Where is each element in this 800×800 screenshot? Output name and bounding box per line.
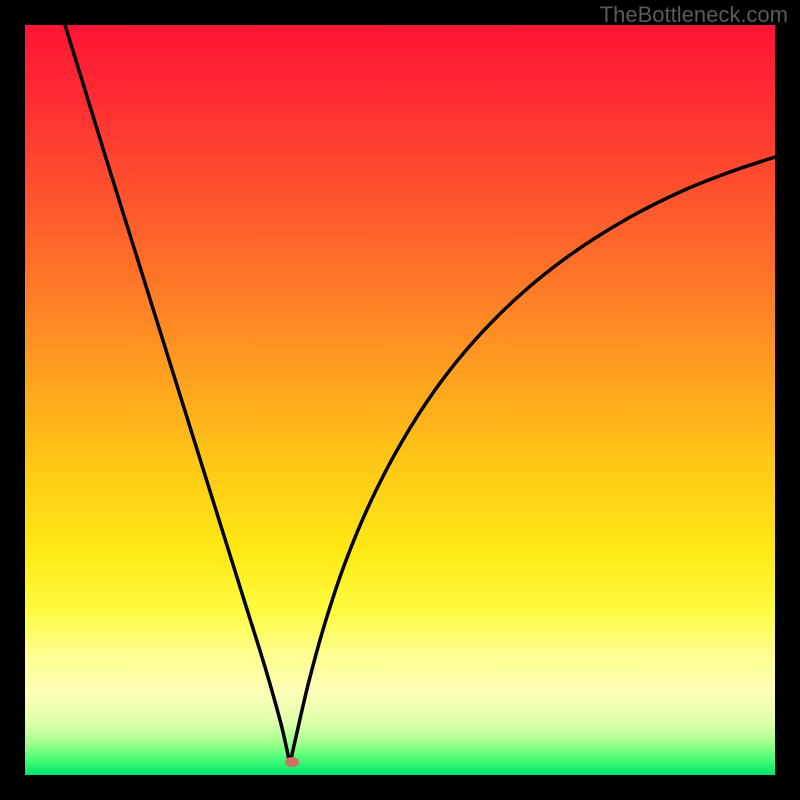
bottleneck-curve (25, 25, 775, 775)
optimal-point-marker (285, 757, 299, 767)
plot-area (25, 25, 775, 775)
watermark-text: TheBottleneck.com (600, 2, 788, 28)
